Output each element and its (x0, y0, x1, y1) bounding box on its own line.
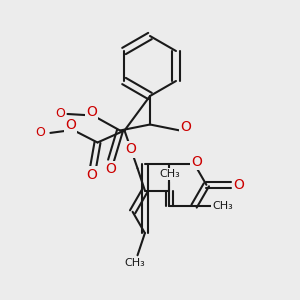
Text: O: O (55, 107, 65, 121)
Text: O: O (181, 121, 191, 134)
Text: O: O (36, 126, 45, 140)
Text: O: O (86, 105, 97, 119)
Text: CH₃: CH₃ (124, 258, 145, 268)
Text: CH₃: CH₃ (159, 169, 180, 179)
Text: O: O (86, 168, 97, 182)
Text: O: O (233, 178, 244, 192)
Text: O: O (191, 155, 202, 169)
Text: O: O (126, 142, 136, 156)
Text: O: O (106, 162, 116, 176)
Text: CH₃: CH₃ (212, 201, 233, 211)
Text: O: O (65, 118, 76, 132)
